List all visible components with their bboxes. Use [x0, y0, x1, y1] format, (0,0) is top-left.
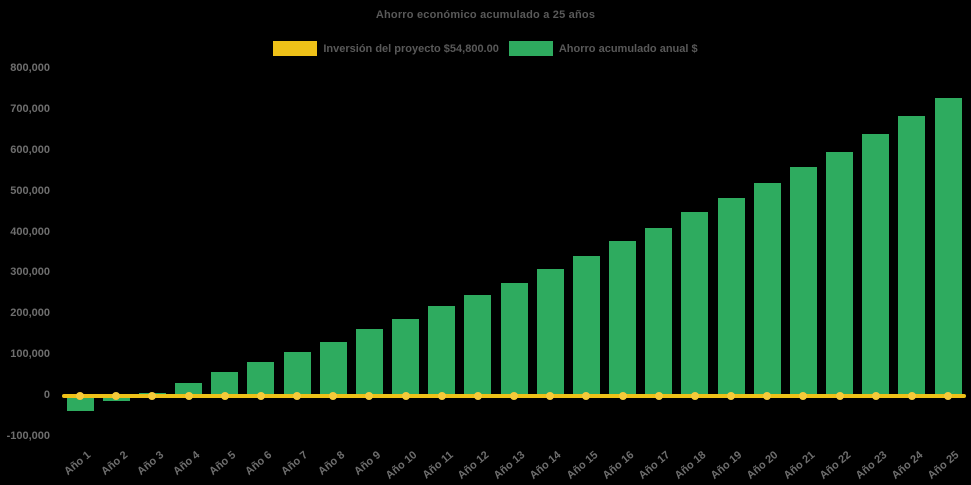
bar-año-25 — [934, 98, 962, 397]
x-axis-label: Año 24 — [889, 449, 926, 482]
y-axis-label: 300,000 — [10, 266, 50, 279]
x-axis-label: Año 4 — [171, 449, 203, 478]
x-axis-label: Año 16 — [600, 449, 637, 482]
investment-line-marker — [799, 392, 808, 401]
bar-año-13 — [500, 282, 528, 397]
bar-año-11 — [428, 306, 456, 397]
investment-line-marker — [256, 392, 265, 401]
bar-año-18 — [681, 212, 709, 397]
x-axis-label: Año 5 — [207, 449, 239, 478]
investment-line-marker — [184, 392, 193, 401]
bar-año-1 — [66, 396, 94, 412]
y-axis-label: 700,000 — [10, 102, 50, 115]
legend-label-savings: Ahorro acumulado anual $ — [558, 42, 698, 55]
x-axis-label: Año 11 — [420, 449, 456, 482]
x-axis-label: Año 3 — [134, 449, 167, 478]
x-axis-label: Año 9 — [351, 449, 384, 478]
investment-line-marker — [907, 392, 916, 401]
x-axis-label: Año 22 — [817, 449, 854, 482]
legend-swatch-savings — [508, 41, 553, 56]
x-axis-label: Año 23 — [853, 449, 890, 482]
investment-line-marker — [401, 392, 410, 401]
investment-line-marker — [293, 392, 301, 401]
y-axis-label: -100,000 — [6, 430, 50, 442]
bar-año-15 — [572, 256, 600, 397]
bar-año-19 — [717, 198, 745, 397]
x-axis-label: Año 18 — [672, 449, 709, 482]
bar-año-10 — [392, 319, 419, 397]
legend-item-investment: Inversión del proyecto $54,800.00 — [273, 41, 499, 56]
y-axis-label: 800,000 — [10, 62, 50, 74]
investment-line-marker — [365, 392, 374, 401]
bar-año-16 — [609, 240, 636, 397]
bar-año-14 — [536, 268, 564, 397]
x-axis-label: Año 13 — [491, 449, 528, 482]
legend-swatch-investment — [273, 41, 318, 56]
investment-line-marker — [871, 392, 880, 401]
y-axis-label: 0 — [43, 389, 50, 402]
investment-line-marker — [510, 392, 518, 401]
investment-line-marker — [835, 392, 844, 401]
x-axis-label: Año 17 — [636, 449, 673, 482]
bar-año-4 — [175, 383, 202, 397]
investment-line-marker — [112, 392, 121, 401]
bar-año-24 — [898, 116, 926, 397]
investment-line-marker — [654, 392, 663, 401]
x-axis-label: Año 14 — [528, 449, 564, 482]
investment-line-marker — [148, 392, 157, 401]
x-axis-label: Año 25 — [925, 449, 962, 482]
y-axis-label: 400,000 — [10, 225, 50, 238]
bar-año-5 — [211, 372, 239, 397]
x-axis-label: Año 8 — [315, 449, 347, 478]
bar-año-12 — [464, 295, 492, 397]
x-axis-label: Año 1 — [62, 449, 94, 478]
y-axis-label: 500,000 — [10, 184, 50, 197]
investment-line-marker — [437, 392, 446, 401]
x-axis-label: Año 15 — [564, 449, 601, 482]
legend: Inversión del proyecto $54,800.00 Ahorro… — [0, 41, 971, 56]
y-axis-label: 200,000 — [10, 307, 50, 320]
investment-line-marker — [582, 392, 591, 401]
bar-año-7 — [283, 351, 311, 397]
x-axis-label: Año 2 — [98, 449, 130, 478]
x-axis-label: Año 7 — [279, 449, 311, 478]
chart-title: Ahorro económico acumulado a 25 años — [375, 9, 596, 21]
legend-item-savings: Ahorro acumulado anual $ — [508, 41, 698, 56]
investment-line-marker — [944, 392, 952, 401]
investment-line-marker — [329, 392, 338, 401]
investment-line-marker — [763, 392, 772, 401]
x-axis-label: Año 19 — [708, 449, 745, 482]
bar-año-20 — [753, 183, 781, 397]
investment-line-marker — [618, 392, 627, 401]
bar-año-23 — [862, 134, 890, 397]
investment-line-marker — [546, 392, 555, 401]
bar-año-8 — [319, 341, 347, 397]
investment-line-marker — [220, 392, 229, 401]
y-axis-label: 600,000 — [10, 143, 50, 156]
bar-año-6 — [247, 361, 275, 397]
investment-line-marker — [76, 392, 84, 401]
x-axis-label: Año 12 — [455, 449, 492, 482]
investment-line-marker — [690, 392, 699, 401]
bar-año-22 — [826, 151, 853, 397]
y-axis-label: 100,000 — [10, 348, 50, 361]
investment-line-marker — [473, 392, 482, 401]
x-axis-label: Año 20 — [745, 449, 781, 482]
x-axis-label: Año 21 — [781, 449, 818, 482]
bar-año-17 — [645, 228, 673, 397]
x-axis-label: Año 10 — [383, 449, 420, 482]
bar-año-9 — [355, 329, 383, 397]
investment-line-marker — [727, 392, 735, 401]
legend-label-investment: Inversión del proyecto $54,800.00 — [323, 42, 499, 55]
bar-año-21 — [789, 166, 817, 397]
x-axis-label: Año 6 — [243, 449, 275, 478]
